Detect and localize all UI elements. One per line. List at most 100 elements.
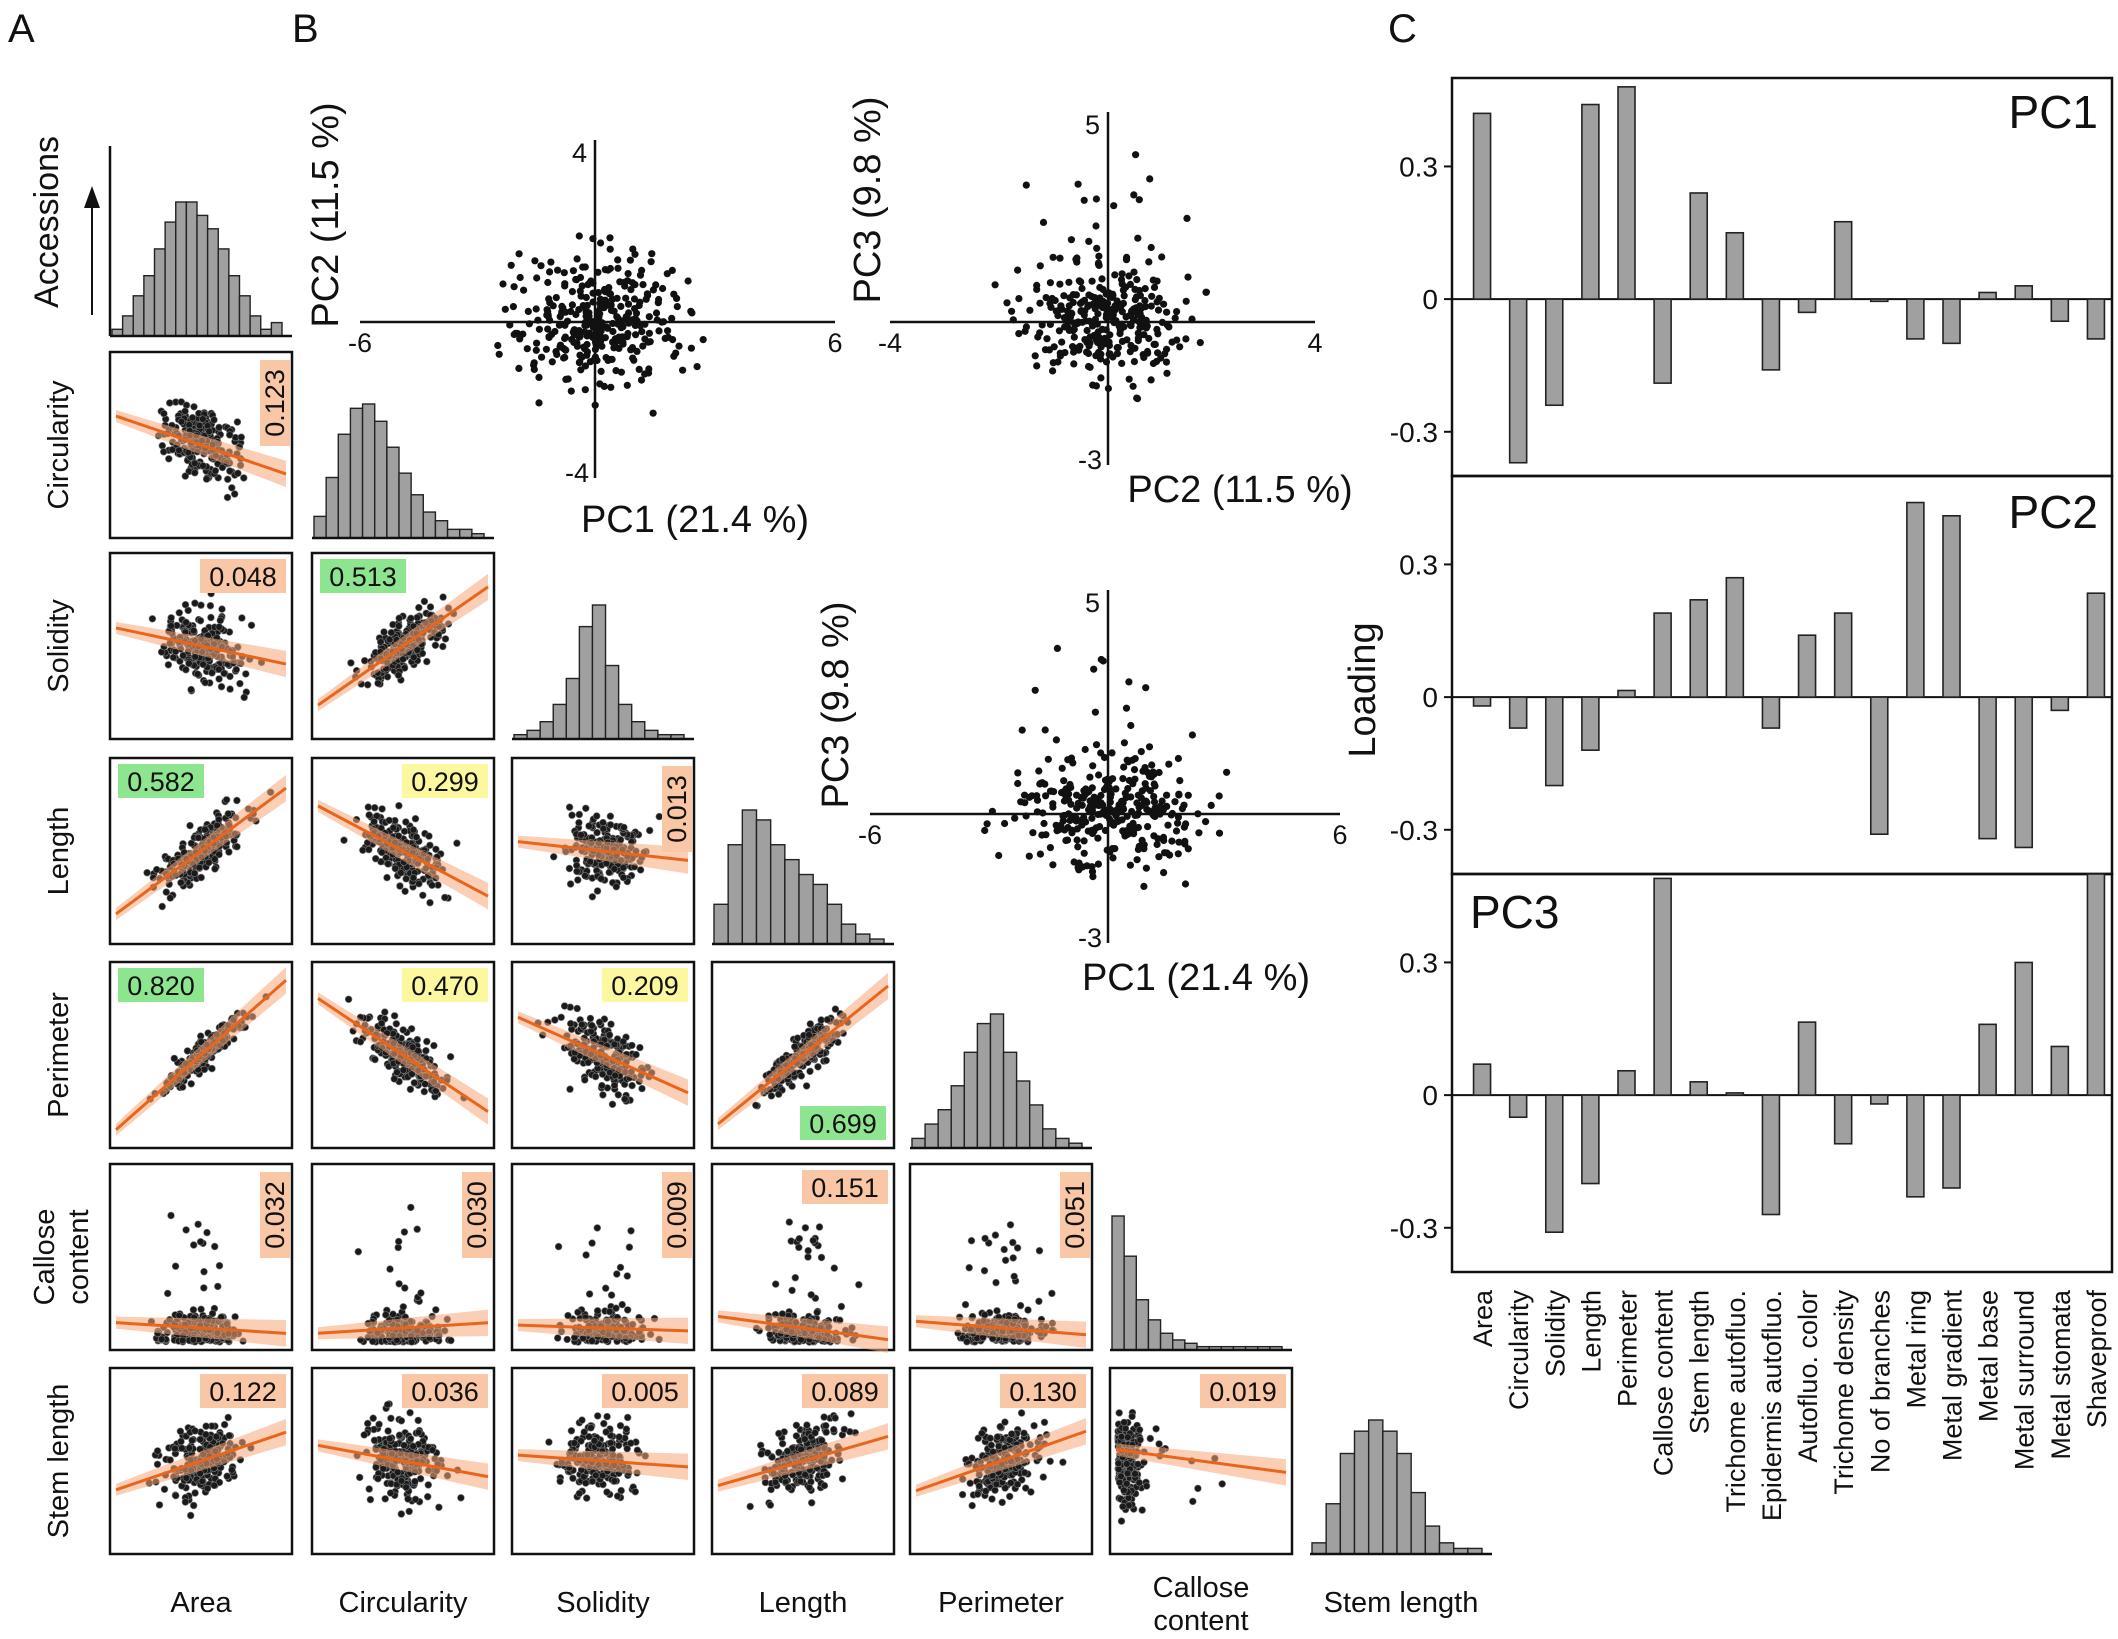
data-point [992, 1480, 1001, 1489]
data-point [375, 1420, 383, 1429]
data-point [392, 1020, 400, 1028]
histogram-5 [1110, 1215, 1292, 1352]
r2-value: 0.699 [809, 1109, 877, 1139]
cell-frame [310, 756, 496, 946]
data-point [176, 1427, 185, 1436]
r2-value: 0.209 [611, 971, 679, 1001]
score-point [575, 306, 583, 314]
data-point [595, 1018, 604, 1026]
histogram-bar [798, 873, 814, 945]
data-point [211, 467, 220, 475]
data-point [446, 1052, 455, 1061]
histogram-bar [175, 201, 188, 337]
data-point [395, 614, 403, 622]
data-point [1135, 1478, 1144, 1487]
data-point [383, 873, 391, 882]
data-point [592, 812, 601, 820]
score-point [626, 256, 635, 264]
data-point [414, 1428, 423, 1437]
data-point [220, 669, 228, 677]
data-point [395, 622, 403, 630]
data-point [619, 1037, 627, 1046]
data-point [796, 1477, 805, 1486]
data-point [171, 1444, 179, 1453]
data-point [247, 621, 256, 629]
data-point [181, 600, 190, 609]
data-point [208, 1064, 216, 1073]
histogram-bar [410, 494, 424, 539]
data-point [823, 1015, 832, 1024]
data-point [162, 888, 171, 896]
data-point [237, 433, 246, 441]
data-point [399, 1303, 407, 1311]
data-point [181, 407, 189, 415]
cell-frame [108, 551, 294, 741]
regression-line [317, 804, 489, 898]
histogram-bar [206, 228, 219, 337]
r2-value: 0.470 [411, 971, 479, 1001]
data-point [610, 1040, 619, 1049]
data-point [395, 801, 403, 810]
score-point [537, 262, 545, 270]
data-point [763, 1449, 772, 1457]
data-point [1218, 1480, 1226, 1488]
histogram-bar [1339, 1452, 1356, 1555]
data-point [170, 1054, 179, 1063]
accessions-label: Accessions [28, 136, 66, 308]
histogram-bar [1159, 1332, 1174, 1351]
data-point [801, 1471, 809, 1479]
data-point [402, 818, 410, 826]
data-point [1009, 1254, 1017, 1262]
data-point [605, 1307, 614, 1316]
r2-value: 0.019 [1209, 1377, 1277, 1407]
data-point [820, 1413, 828, 1421]
data-point [238, 614, 246, 622]
data-point [1020, 1429, 1028, 1437]
data-point [397, 869, 405, 877]
row-label-4: Perimeter [43, 992, 75, 1118]
confidence-band [318, 573, 488, 712]
data-point [233, 796, 241, 805]
data-point [1117, 1433, 1126, 1441]
histogram-bar [741, 809, 758, 945]
r2-value: 0.123 [260, 369, 290, 437]
data-point [187, 685, 195, 694]
data-point [613, 1492, 622, 1500]
data-point [194, 834, 203, 842]
data-point [191, 1489, 199, 1497]
data-point [197, 873, 205, 882]
data-point [807, 1291, 815, 1299]
data-point [1001, 1418, 1009, 1426]
data-point [426, 898, 434, 907]
data-point [1194, 1484, 1202, 1493]
data-point [425, 832, 433, 840]
data-point [397, 1510, 405, 1518]
data-point [412, 833, 421, 841]
data-point [386, 1434, 394, 1443]
data-point [586, 858, 594, 866]
data-point [409, 1442, 417, 1450]
data-point [198, 1477, 207, 1486]
data-point [627, 1227, 635, 1235]
data-point [625, 1243, 634, 1251]
data-point [340, 836, 348, 844]
r2-badge [200, 559, 286, 593]
score-point [554, 266, 562, 274]
data-point [638, 1084, 646, 1093]
data-point [211, 865, 219, 873]
data-point [364, 803, 372, 811]
data-point [223, 493, 232, 502]
data-point [608, 1100, 617, 1109]
data-point [577, 831, 585, 839]
data-point [593, 1224, 601, 1232]
data-point [201, 825, 209, 834]
data-point [795, 1234, 803, 1243]
data-point [1009, 1238, 1017, 1247]
data-point [623, 1272, 631, 1280]
data-point [610, 1477, 619, 1485]
data-point [394, 671, 403, 679]
data-point [411, 1495, 420, 1504]
data-point [1119, 1502, 1127, 1511]
data-point [182, 665, 190, 674]
data-point [196, 616, 205, 625]
